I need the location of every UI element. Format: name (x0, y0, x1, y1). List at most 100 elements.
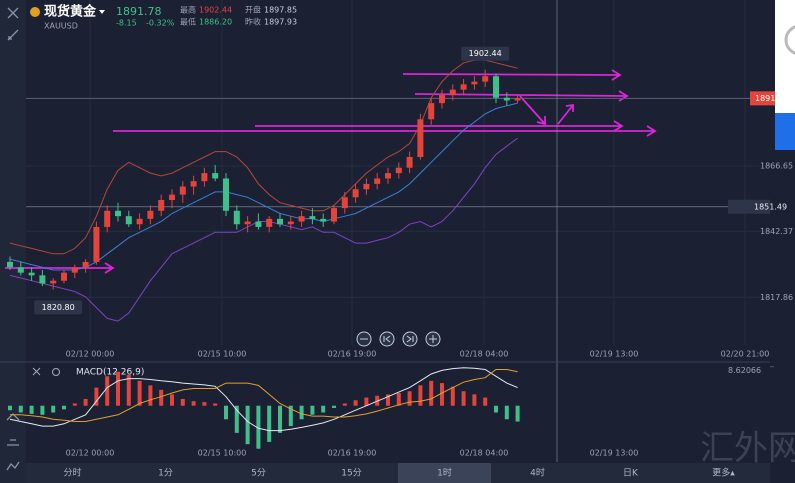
macd-settings[interactable] (52, 368, 60, 376)
macd-bar (472, 394, 477, 406)
candle-body (493, 76, 499, 98)
close-icon[interactable] (7, 7, 19, 19)
macd-bar (396, 393, 401, 406)
x-tick-label: 02/15 10:00 (198, 449, 247, 458)
timeframe-tab[interactable]: 15分 (341, 468, 361, 479)
grid: 1866.65 1842.37 1817.86 02/12 00:00 02/15 10… (26, 0, 793, 359)
macd-close[interactable] (32, 367, 41, 376)
candle-body (298, 216, 305, 222)
candle-body (385, 173, 391, 179)
candle-body (82, 261, 89, 268)
watermark: 汇外网 (700, 429, 795, 469)
candle-body (201, 173, 208, 182)
macd-bar (8, 405, 12, 411)
timeframe-tab[interactable]: 5分 (251, 468, 266, 479)
candle-body (255, 221, 262, 227)
candle-body (439, 95, 445, 104)
candle-body (28, 272, 35, 276)
symbol-name[interactable]: 现货黄金 (44, 4, 97, 20)
drawn-arrows (5, 69, 657, 274)
change: -8.15 (116, 19, 137, 28)
macd-bar (191, 401, 196, 406)
candle-body (115, 210, 121, 217)
macd-line (9, 367, 518, 432)
side-popup[interactable] (775, 0, 795, 113)
timeframe-tab[interactable]: 日K (623, 468, 639, 479)
left-toolbar (0, 0, 26, 483)
candle-body (244, 221, 251, 225)
stat-label: 最低 (180, 17, 196, 27)
candle-body (417, 119, 424, 157)
macd-bar (213, 403, 218, 406)
tool-icon[interactable] (6, 413, 20, 421)
macd-bar (224, 405, 228, 420)
timeframe-tabs: 分时 1分 5分 15分 1时 4时 日K 更多▴ (63, 463, 735, 483)
macd-bar (245, 405, 250, 445)
tab-selected (398, 463, 491, 483)
stat-value: 1897.93 (264, 18, 297, 27)
high-label: 1902.44 (469, 49, 502, 58)
timeframe-tab[interactable]: 分时 (63, 467, 81, 479)
macd-bar (180, 398, 185, 406)
candle-body (7, 261, 13, 268)
candle-body (136, 218, 143, 225)
x-tick-label: 02/12 00:00 (66, 449, 115, 458)
macd-bar (105, 376, 110, 406)
x-tick-label: 02/16 19:00 (328, 449, 377, 458)
candle-body (169, 194, 175, 201)
last-price-label: 1891.78 (755, 94, 788, 103)
timeframe-tab[interactable]: 1分 (158, 468, 173, 479)
macd-bar (202, 402, 207, 406)
candle-body (223, 178, 229, 211)
timeframe-tab[interactable]: 4时 (530, 467, 545, 479)
macd-bar (256, 405, 261, 449)
x-tick-label: 02/20 21:00 (721, 350, 770, 359)
candle-body (179, 186, 186, 195)
dropdown-arrow[interactable] (99, 10, 105, 14)
macd-bar (429, 380, 434, 406)
candle-body (363, 183, 370, 190)
macd-bar (332, 405, 336, 408)
step-forward[interactable] (402, 331, 418, 347)
draw-icon[interactable] (7, 29, 19, 41)
stat-label: 最高 (180, 5, 196, 15)
change-pct: -0.32% (146, 19, 175, 28)
y-tick-label: 1842.37 (760, 227, 793, 236)
macd-bar (267, 405, 272, 442)
candle-body (277, 218, 283, 225)
popup-icon (784, 25, 795, 55)
macd-panel: 8.62066 02/12 00:00 02/15 10:00 02/16 19:00… (8, 366, 774, 458)
macd-bar (483, 397, 488, 406)
tool-icon[interactable] (6, 461, 20, 471)
macd-bar (407, 391, 412, 406)
candle-body (449, 89, 456, 96)
timeframe-tab[interactable]: 1时 (437, 467, 452, 479)
macd-bar (288, 405, 293, 427)
candle-body (233, 210, 240, 225)
toolbar-icons (6, 7, 20, 471)
macd-bar (148, 385, 153, 406)
candle-body (17, 267, 24, 273)
macd-line (10, 369, 518, 422)
macd-bar (72, 403, 77, 406)
candle-body (428, 103, 435, 120)
macd-bar (278, 405, 282, 433)
macd-bar (83, 398, 88, 406)
y-tick-label: 1866.65 (760, 161, 793, 170)
candle-body (212, 173, 219, 179)
x-tick-label: 02/15 10:00 (198, 350, 247, 359)
macd-bar (353, 400, 358, 406)
y-tick-label: 1817.86 (760, 293, 793, 302)
candle-body (460, 84, 467, 90)
macd-bar (461, 391, 466, 406)
timeframe-tab[interactable]: 更多▴ (712, 467, 735, 479)
macd-bar (137, 380, 142, 406)
macd-bar (418, 385, 423, 406)
candle-body (93, 226, 100, 262)
step-back[interactable] (379, 331, 395, 347)
popup-button[interactable] (775, 113, 795, 150)
symbol-icon (30, 7, 40, 17)
candle-body (125, 216, 132, 225)
tool-icon[interactable] (7, 439, 19, 446)
